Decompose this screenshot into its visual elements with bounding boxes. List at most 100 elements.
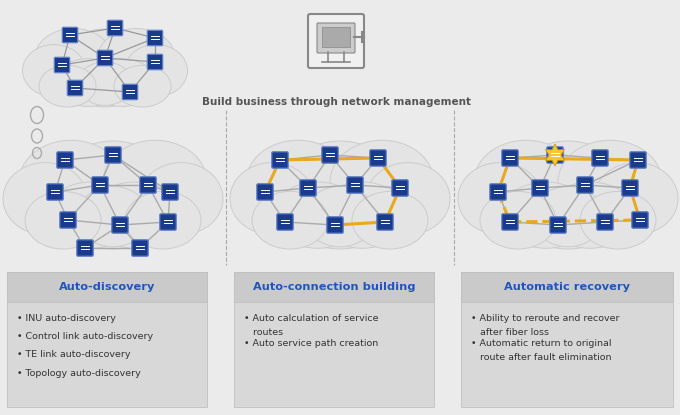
Ellipse shape bbox=[246, 140, 350, 224]
FancyBboxPatch shape bbox=[234, 272, 434, 302]
Ellipse shape bbox=[78, 62, 132, 105]
FancyBboxPatch shape bbox=[597, 214, 613, 230]
FancyBboxPatch shape bbox=[7, 272, 207, 302]
FancyBboxPatch shape bbox=[622, 180, 639, 196]
Ellipse shape bbox=[97, 29, 175, 89]
FancyBboxPatch shape bbox=[92, 177, 108, 193]
FancyBboxPatch shape bbox=[550, 217, 566, 233]
Ellipse shape bbox=[594, 163, 678, 234]
FancyBboxPatch shape bbox=[532, 180, 548, 196]
Ellipse shape bbox=[54, 59, 123, 107]
Ellipse shape bbox=[58, 29, 152, 107]
Ellipse shape bbox=[22, 44, 86, 97]
FancyBboxPatch shape bbox=[277, 214, 293, 230]
FancyBboxPatch shape bbox=[162, 184, 178, 200]
FancyBboxPatch shape bbox=[7, 272, 207, 407]
FancyBboxPatch shape bbox=[148, 54, 163, 70]
FancyBboxPatch shape bbox=[317, 23, 355, 53]
FancyBboxPatch shape bbox=[57, 152, 73, 168]
Ellipse shape bbox=[87, 59, 156, 107]
Ellipse shape bbox=[103, 140, 207, 224]
Text: routes: routes bbox=[244, 328, 283, 337]
Ellipse shape bbox=[230, 163, 314, 234]
Ellipse shape bbox=[139, 163, 223, 234]
Ellipse shape bbox=[39, 66, 96, 107]
FancyBboxPatch shape bbox=[257, 184, 273, 200]
FancyBboxPatch shape bbox=[327, 217, 343, 233]
Ellipse shape bbox=[544, 182, 636, 248]
Ellipse shape bbox=[125, 191, 201, 249]
Ellipse shape bbox=[316, 182, 408, 248]
Ellipse shape bbox=[558, 140, 662, 224]
Polygon shape bbox=[545, 144, 564, 166]
Ellipse shape bbox=[352, 191, 428, 249]
Text: • Automatic return to original: • Automatic return to original bbox=[471, 339, 611, 348]
Text: after fiber loss: after fiber loss bbox=[471, 328, 549, 337]
FancyBboxPatch shape bbox=[347, 177, 363, 193]
Ellipse shape bbox=[532, 186, 604, 247]
FancyBboxPatch shape bbox=[490, 184, 506, 200]
Ellipse shape bbox=[45, 182, 137, 248]
FancyBboxPatch shape bbox=[370, 150, 386, 166]
FancyBboxPatch shape bbox=[272, 152, 288, 168]
FancyBboxPatch shape bbox=[160, 214, 176, 230]
FancyBboxPatch shape bbox=[502, 150, 518, 166]
Ellipse shape bbox=[474, 140, 578, 224]
FancyBboxPatch shape bbox=[377, 214, 393, 230]
Text: route after fault elimination: route after fault elimination bbox=[471, 353, 611, 362]
FancyBboxPatch shape bbox=[461, 272, 673, 407]
FancyBboxPatch shape bbox=[632, 212, 648, 228]
Text: • Auto calculation of service: • Auto calculation of service bbox=[244, 314, 379, 323]
Ellipse shape bbox=[89, 182, 181, 248]
FancyBboxPatch shape bbox=[122, 84, 137, 100]
Ellipse shape bbox=[458, 163, 542, 234]
FancyBboxPatch shape bbox=[132, 240, 148, 256]
FancyBboxPatch shape bbox=[47, 184, 63, 200]
FancyBboxPatch shape bbox=[97, 50, 113, 66]
FancyBboxPatch shape bbox=[322, 147, 338, 163]
FancyBboxPatch shape bbox=[502, 214, 518, 230]
Ellipse shape bbox=[51, 141, 175, 249]
Ellipse shape bbox=[19, 140, 123, 224]
FancyBboxPatch shape bbox=[547, 147, 563, 163]
Text: Auto-discovery: Auto-discovery bbox=[58, 282, 155, 292]
Ellipse shape bbox=[278, 141, 402, 249]
FancyBboxPatch shape bbox=[148, 30, 163, 46]
Ellipse shape bbox=[304, 186, 376, 247]
FancyBboxPatch shape bbox=[77, 240, 93, 256]
FancyBboxPatch shape bbox=[107, 20, 122, 36]
FancyBboxPatch shape bbox=[112, 217, 129, 233]
Ellipse shape bbox=[480, 191, 556, 249]
Text: Automatic recovery: Automatic recovery bbox=[504, 282, 630, 292]
Text: Build business through network management: Build business through network managemen… bbox=[201, 97, 471, 107]
FancyBboxPatch shape bbox=[63, 27, 78, 43]
FancyBboxPatch shape bbox=[67, 80, 83, 96]
FancyBboxPatch shape bbox=[140, 177, 156, 193]
Text: • Auto service path creation: • Auto service path creation bbox=[244, 339, 378, 348]
FancyBboxPatch shape bbox=[592, 150, 608, 166]
FancyBboxPatch shape bbox=[54, 57, 70, 73]
Text: • TE link auto-discovery: • TE link auto-discovery bbox=[17, 350, 131, 359]
Text: Auto-connection building: Auto-connection building bbox=[253, 282, 415, 292]
FancyBboxPatch shape bbox=[308, 14, 364, 68]
Ellipse shape bbox=[77, 186, 149, 247]
FancyBboxPatch shape bbox=[322, 27, 350, 47]
Ellipse shape bbox=[366, 163, 450, 234]
FancyBboxPatch shape bbox=[630, 152, 646, 168]
Ellipse shape bbox=[580, 191, 656, 249]
FancyBboxPatch shape bbox=[577, 177, 593, 193]
Text: • Topology auto-discovery: • Topology auto-discovery bbox=[17, 369, 141, 378]
FancyBboxPatch shape bbox=[392, 180, 408, 196]
Ellipse shape bbox=[35, 29, 112, 89]
Text: • Ability to reroute and recover: • Ability to reroute and recover bbox=[471, 314, 619, 323]
FancyBboxPatch shape bbox=[60, 212, 76, 228]
Ellipse shape bbox=[252, 191, 328, 249]
Ellipse shape bbox=[506, 141, 630, 249]
Ellipse shape bbox=[114, 66, 171, 107]
FancyBboxPatch shape bbox=[234, 272, 434, 407]
Ellipse shape bbox=[124, 44, 188, 97]
Ellipse shape bbox=[330, 140, 434, 224]
Ellipse shape bbox=[500, 182, 592, 248]
FancyBboxPatch shape bbox=[300, 180, 316, 196]
FancyBboxPatch shape bbox=[105, 147, 121, 163]
